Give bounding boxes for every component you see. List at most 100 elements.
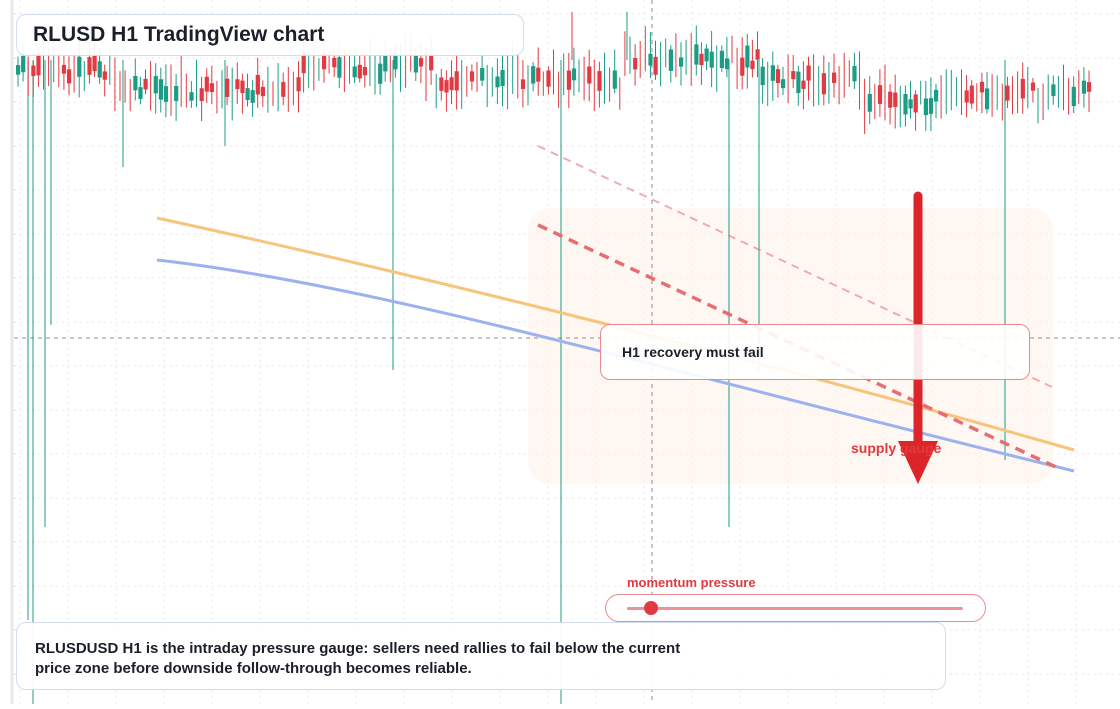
callout-text: H1 recovery must fail [622,344,764,360]
candle-body [77,56,82,77]
candle-body [719,50,724,69]
candle-body [801,80,806,89]
candle-body [337,57,342,78]
candle-body [449,77,454,91]
candle-body [454,71,459,91]
candle-body [21,55,26,73]
long-wicks [27,60,1006,704]
candle-body [439,77,444,91]
candle-body [546,70,551,87]
candle-body [301,53,306,74]
down-arrow-head [898,441,938,484]
candle-body [204,76,209,92]
candle-body [1005,85,1010,101]
candle-body [189,92,194,101]
candle-body [332,57,337,68]
candle-body [928,98,934,114]
candle-body [520,79,526,90]
candle-body [934,89,939,102]
candle-body [1081,80,1087,94]
candle-body [781,79,786,89]
candle-body [867,93,872,112]
candle-body [418,58,424,67]
candle-body [133,75,138,91]
candle-body [378,63,383,84]
resistance-line-upper [537,145,1053,388]
candle-body [985,88,990,110]
candle-body [225,78,230,97]
moving-average-slow [156,258,1075,473]
title-panel: RLUSD H1 TradingView chart [16,14,524,56]
candle-body [383,55,388,72]
momentum-gauge[interactable] [605,594,986,622]
gauge-track [627,607,963,610]
candle-body [770,65,775,81]
candle-body [92,54,97,72]
gauge-label: momentum pressure [627,575,756,590]
candle-body [158,79,163,100]
supply-zone-label: supply gauge [851,440,942,456]
candle-body [852,65,857,82]
candle-body [877,85,883,104]
candle-body [587,66,592,84]
candle-body [913,94,918,113]
candle-body [679,57,684,67]
candle-body [888,91,893,108]
candle-body [255,74,260,95]
candle-body [724,58,730,70]
candle-body [832,72,837,83]
candle-body [469,71,475,82]
candle-body [1030,82,1036,91]
resistance-line-lower [537,223,1059,470]
caption-panel: RLUSDUSD H1 is the intraday pressure gau… [16,622,946,690]
candle-body [791,71,796,80]
candle-body [633,58,638,70]
candle-body [36,54,41,76]
candle-body [480,68,485,81]
candle-body [97,61,102,78]
candle-body [760,66,765,86]
candle-body [750,60,755,70]
candle-body [87,57,92,75]
candle-body [653,56,658,75]
candle-body [209,83,214,93]
candle-body [745,45,750,68]
candle-body [444,80,449,93]
candle-body [1087,82,1092,92]
candle-body [500,69,505,86]
candle-body [153,76,158,94]
callout-panel: H1 recovery must fail [600,324,1030,380]
candle-body [964,90,969,103]
candle-body [1020,78,1025,99]
candle-body [571,68,577,81]
candle-body [143,78,148,90]
moving-average-fast [156,216,1075,452]
candle-body [597,71,602,91]
candle-body [260,86,265,97]
candle-body [352,66,357,78]
candle-body [648,53,653,66]
candle-body [566,70,571,90]
candle-body [908,99,913,109]
candle-body [668,49,673,71]
candle-body [1051,84,1056,97]
candle-body [199,88,204,102]
candle-body [806,65,811,81]
caption-text: RLUSDUSD H1 is the intraday pressure gau… [35,640,681,677]
candle-body [531,66,536,84]
candle-body [174,85,179,102]
candle-body [240,80,245,94]
candle-body [1071,86,1076,107]
candle-body [322,54,327,70]
candle-body [536,67,541,82]
candle-body [429,55,434,71]
candle-body [495,76,500,88]
gauge-knob[interactable] [643,601,658,615]
candle-body [67,69,72,84]
chart-title: RLUSD H1 TradingView chart [33,23,325,46]
candle-body [903,93,908,115]
candle-body [102,71,107,80]
candle-body [245,88,250,100]
candle-body [413,55,418,73]
